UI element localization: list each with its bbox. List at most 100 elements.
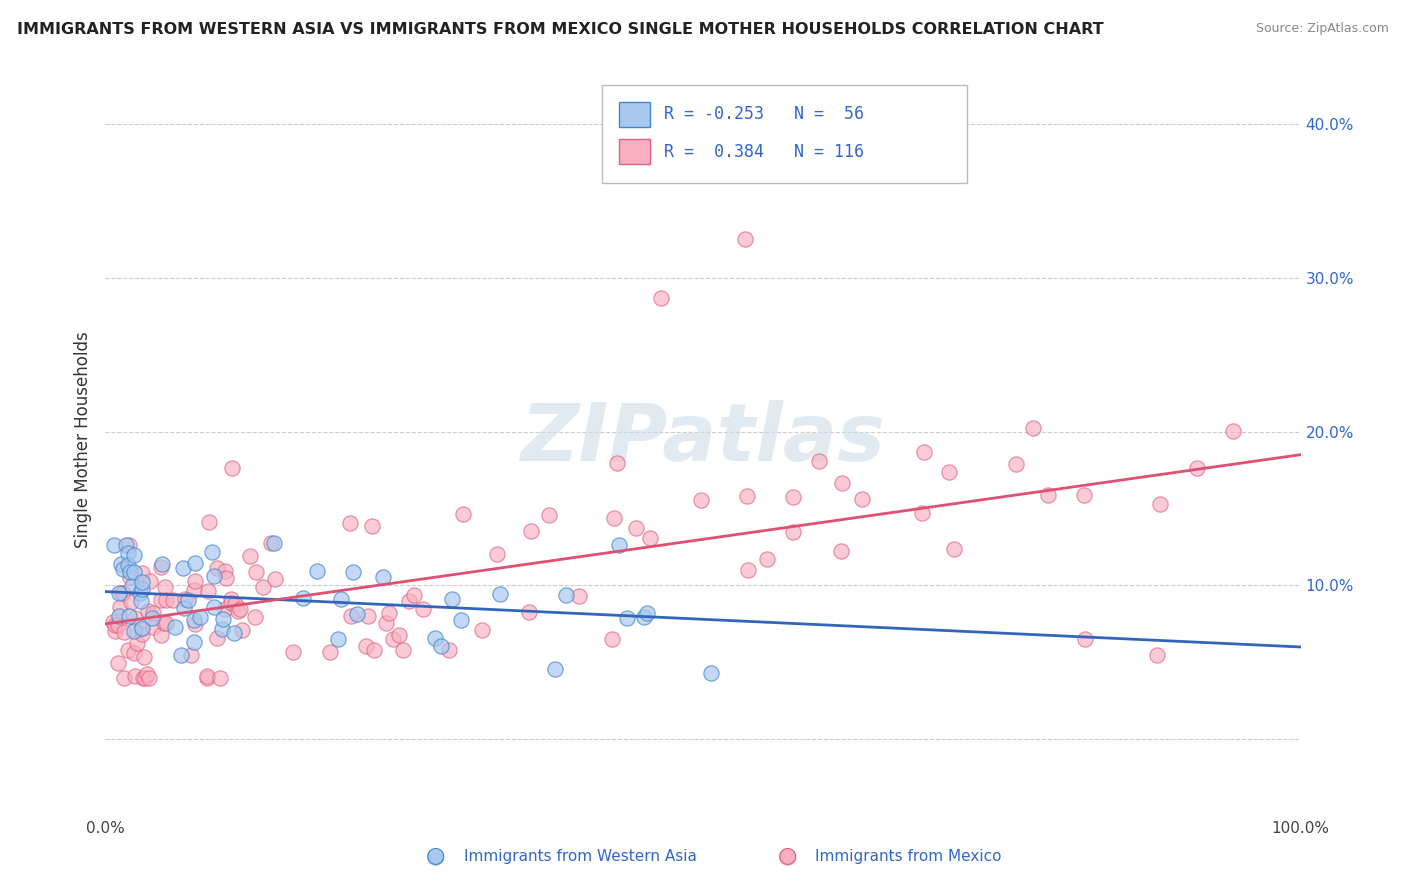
Point	[131, 621, 153, 635]
Point	[938, 465, 960, 479]
Point	[172, 561, 194, 575]
Point	[124, 565, 146, 579]
Point	[782, 490, 804, 504]
Point	[451, 507, 474, 521]
Point	[153, 615, 176, 630]
Point	[214, 602, 236, 616]
Point	[201, 545, 224, 559]
Point	[112, 625, 135, 640]
Point	[195, 668, 218, 682]
Point	[638, 531, 661, 545]
Text: ○: ○	[426, 847, 446, 866]
Point	[131, 566, 153, 580]
Point	[108, 586, 131, 600]
Point	[388, 628, 411, 642]
Point	[184, 617, 207, 632]
Point	[544, 662, 567, 676]
Point	[124, 669, 146, 683]
Text: Immigrants from Mexico: Immigrants from Mexico	[815, 849, 1002, 863]
Point	[174, 592, 197, 607]
Point	[412, 602, 434, 616]
Point	[111, 586, 134, 600]
Point	[329, 592, 352, 607]
Point	[110, 558, 132, 572]
Point	[737, 563, 759, 577]
Point	[139, 574, 162, 589]
Point	[600, 632, 623, 647]
Point	[439, 643, 461, 657]
Point	[239, 549, 262, 563]
Point	[118, 608, 141, 623]
Point	[208, 671, 231, 685]
Point	[1038, 488, 1060, 502]
Point	[404, 588, 426, 602]
Point	[132, 671, 155, 685]
Point	[122, 624, 145, 639]
Text: R = -0.253   N =  56: R = -0.253 N = 56	[664, 105, 863, 123]
Point	[224, 625, 246, 640]
Point	[378, 606, 401, 620]
Text: ●: ●	[778, 847, 797, 866]
Point	[425, 632, 447, 646]
Point	[142, 620, 165, 634]
Point	[155, 615, 177, 630]
Point	[129, 586, 152, 600]
Point	[120, 570, 142, 584]
Point	[1074, 632, 1097, 647]
Point	[153, 580, 176, 594]
Y-axis label: Single Mother Households: Single Mother Households	[75, 331, 93, 548]
Point	[485, 547, 508, 561]
Point	[537, 508, 560, 523]
Point	[283, 645, 305, 659]
Point	[756, 552, 779, 566]
Point	[131, 627, 153, 641]
Point	[690, 493, 713, 508]
Point	[229, 602, 252, 616]
Point	[430, 640, 453, 654]
Point	[165, 620, 187, 634]
Point	[252, 580, 274, 594]
Text: ○: ○	[778, 847, 797, 866]
Point	[371, 570, 394, 584]
Point	[1005, 457, 1028, 471]
Point	[211, 622, 233, 636]
Point	[326, 632, 349, 646]
Point	[1021, 420, 1043, 434]
Point	[135, 666, 157, 681]
Point	[782, 524, 804, 539]
Point	[170, 648, 193, 663]
Point	[205, 561, 228, 575]
Point	[263, 536, 285, 550]
Point	[198, 515, 221, 529]
Point	[195, 671, 218, 685]
Point	[131, 582, 153, 597]
Point	[831, 476, 853, 491]
Point	[214, 564, 236, 578]
Point	[342, 565, 364, 579]
Point	[291, 591, 314, 605]
Point	[607, 538, 630, 552]
Point	[117, 546, 139, 560]
Point	[136, 604, 159, 618]
Point	[215, 571, 238, 585]
Point	[734, 232, 756, 246]
Point	[120, 595, 142, 609]
Text: R =  0.384   N = 116: R = 0.384 N = 116	[664, 143, 863, 161]
Point	[183, 634, 205, 648]
Point	[224, 597, 246, 611]
Point	[138, 671, 160, 685]
Point	[616, 611, 638, 625]
Point	[197, 584, 219, 599]
Point	[392, 643, 415, 657]
Point	[103, 615, 125, 629]
Point	[260, 535, 283, 549]
Point	[911, 506, 934, 520]
Point	[520, 524, 543, 539]
Text: Source: ZipAtlas.com: Source: ZipAtlas.com	[1256, 22, 1389, 36]
Point	[381, 632, 404, 647]
Point	[114, 539, 136, 553]
Point	[118, 538, 141, 552]
Point	[149, 592, 172, 607]
Point	[162, 593, 184, 607]
Text: Immigrants from Western Asia: Immigrants from Western Asia	[464, 849, 697, 863]
